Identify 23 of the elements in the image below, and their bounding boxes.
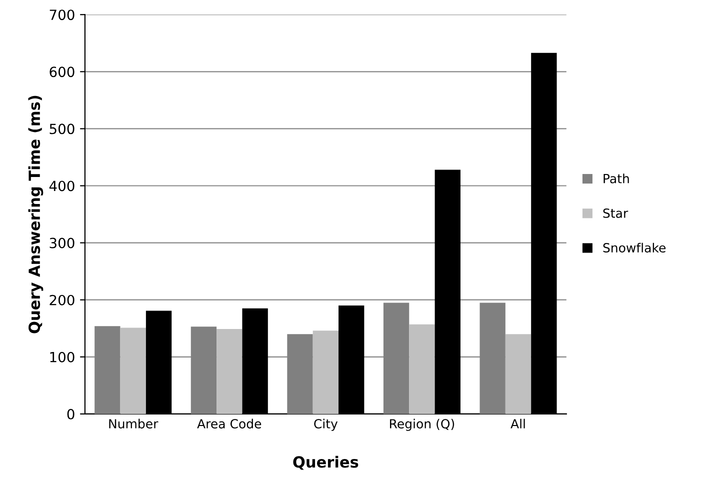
y-tick-label: 100 xyxy=(50,352,74,362)
legend-label: Star xyxy=(603,208,628,218)
y-tick-label: 400 xyxy=(49,180,74,192)
legend-label: Path xyxy=(604,174,629,184)
x-tick-label: Number xyxy=(109,418,158,428)
x-tick-label: City xyxy=(314,418,338,431)
y-tick-label: 500 xyxy=(50,124,74,134)
y-tick-label: 600 xyxy=(50,66,74,78)
bar xyxy=(312,330,339,414)
y-tick-label: 700 xyxy=(50,10,74,20)
bar xyxy=(120,328,146,414)
bar xyxy=(505,334,532,414)
bar xyxy=(216,328,242,414)
legend-label: Snowflake xyxy=(603,242,666,253)
x-tick-label: Region (Q) xyxy=(390,418,454,431)
x-tick-label: All xyxy=(510,418,525,428)
x-axis-title: Queries xyxy=(293,456,358,470)
bar xyxy=(409,324,435,414)
y-tick-label: 300 xyxy=(50,238,74,248)
x-tick-label: Area Code xyxy=(197,418,262,428)
y-tick-label: 0 xyxy=(67,408,74,420)
y-tick-label: 200 xyxy=(50,294,74,306)
y-axis-title: Query Answering Time (ms) xyxy=(28,96,44,334)
